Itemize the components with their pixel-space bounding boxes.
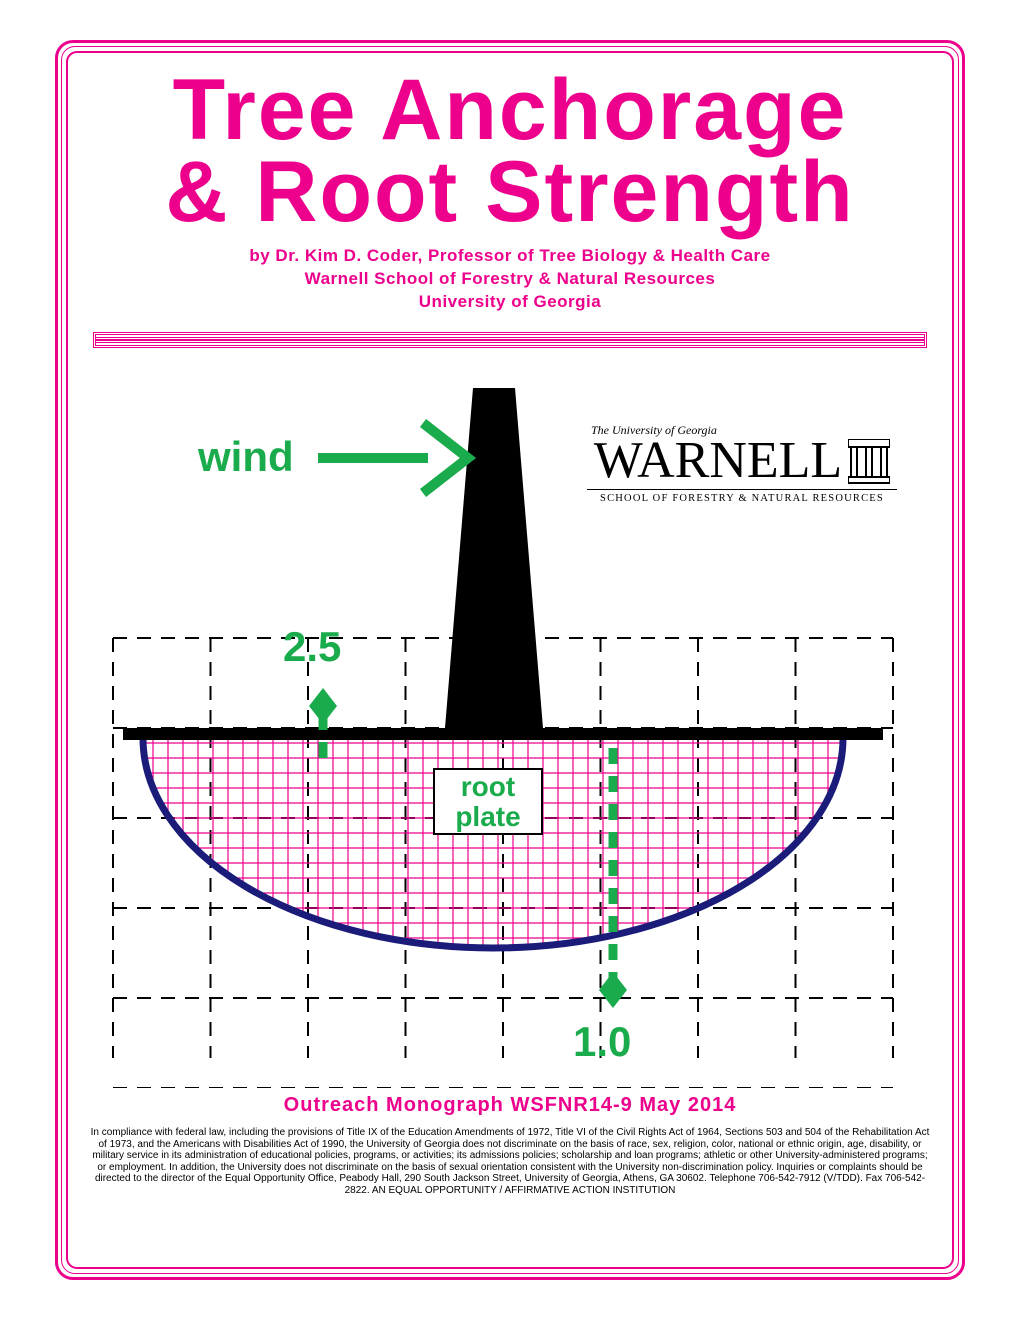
wind-label: wind xyxy=(198,433,294,481)
value-upper-label: 2.5 xyxy=(283,623,341,671)
title-line-1: Tree Anchorage xyxy=(75,70,945,152)
title-line-2: & Root Strength xyxy=(75,152,945,234)
ground-line xyxy=(123,728,883,740)
compliance-text: In compliance with federal law, includin… xyxy=(89,1127,931,1196)
logo-subtitle: SCHOOL OF FORESTRY & NATURAL RESOURCES xyxy=(587,489,897,504)
logo-wordmark: WARNELL xyxy=(594,438,842,485)
wind-arrow-icon xyxy=(318,423,468,493)
page-title: Tree Anchorage & Root Strength xyxy=(75,70,945,233)
byline-1: by Dr. Kim D. Coder, Professor of Tree B… xyxy=(75,245,945,268)
root-plate-label: root plate xyxy=(433,768,543,835)
byline: by Dr. Kim D. Coder, Professor of Tree B… xyxy=(75,245,945,314)
logo-arch-icon xyxy=(848,439,890,485)
byline-2: Warnell School of Forestry & Natural Res… xyxy=(75,268,945,291)
content-area: Tree Anchorage & Root Strength by Dr. Ki… xyxy=(75,60,945,1260)
footer-line: Outreach Monograph WSFNR14-9 May 2014 xyxy=(75,1094,945,1117)
tree-trunk xyxy=(445,388,543,728)
byline-3: University of Georgia xyxy=(75,291,945,314)
value-lower-label: 1.0 xyxy=(573,1018,631,1066)
warnell-logo: The University of Georgia WARNELL SCHOOL… xyxy=(587,423,897,504)
divider-bar xyxy=(93,332,927,348)
diagram: wind 2.5 1.0 root plate The University o… xyxy=(93,368,927,1088)
